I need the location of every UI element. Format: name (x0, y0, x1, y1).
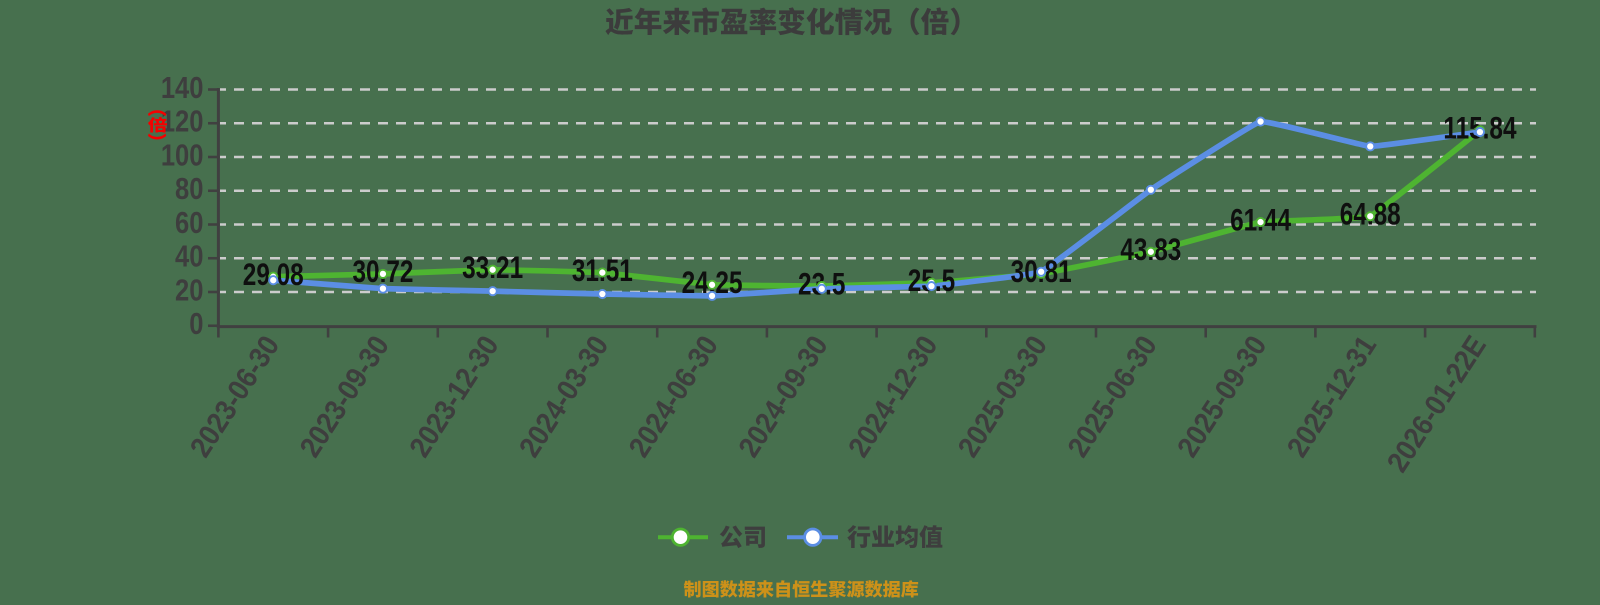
svg-text:80: 80 (175, 171, 203, 206)
svg-text:100: 100 (161, 137, 204, 172)
svg-text:0: 0 (189, 306, 203, 341)
svg-text:140: 140 (161, 70, 204, 105)
svg-text:40: 40 (175, 238, 203, 273)
svg-text:120: 120 (161, 103, 204, 138)
svg-text:20: 20 (175, 272, 203, 307)
svg-text:60: 60 (175, 205, 203, 240)
